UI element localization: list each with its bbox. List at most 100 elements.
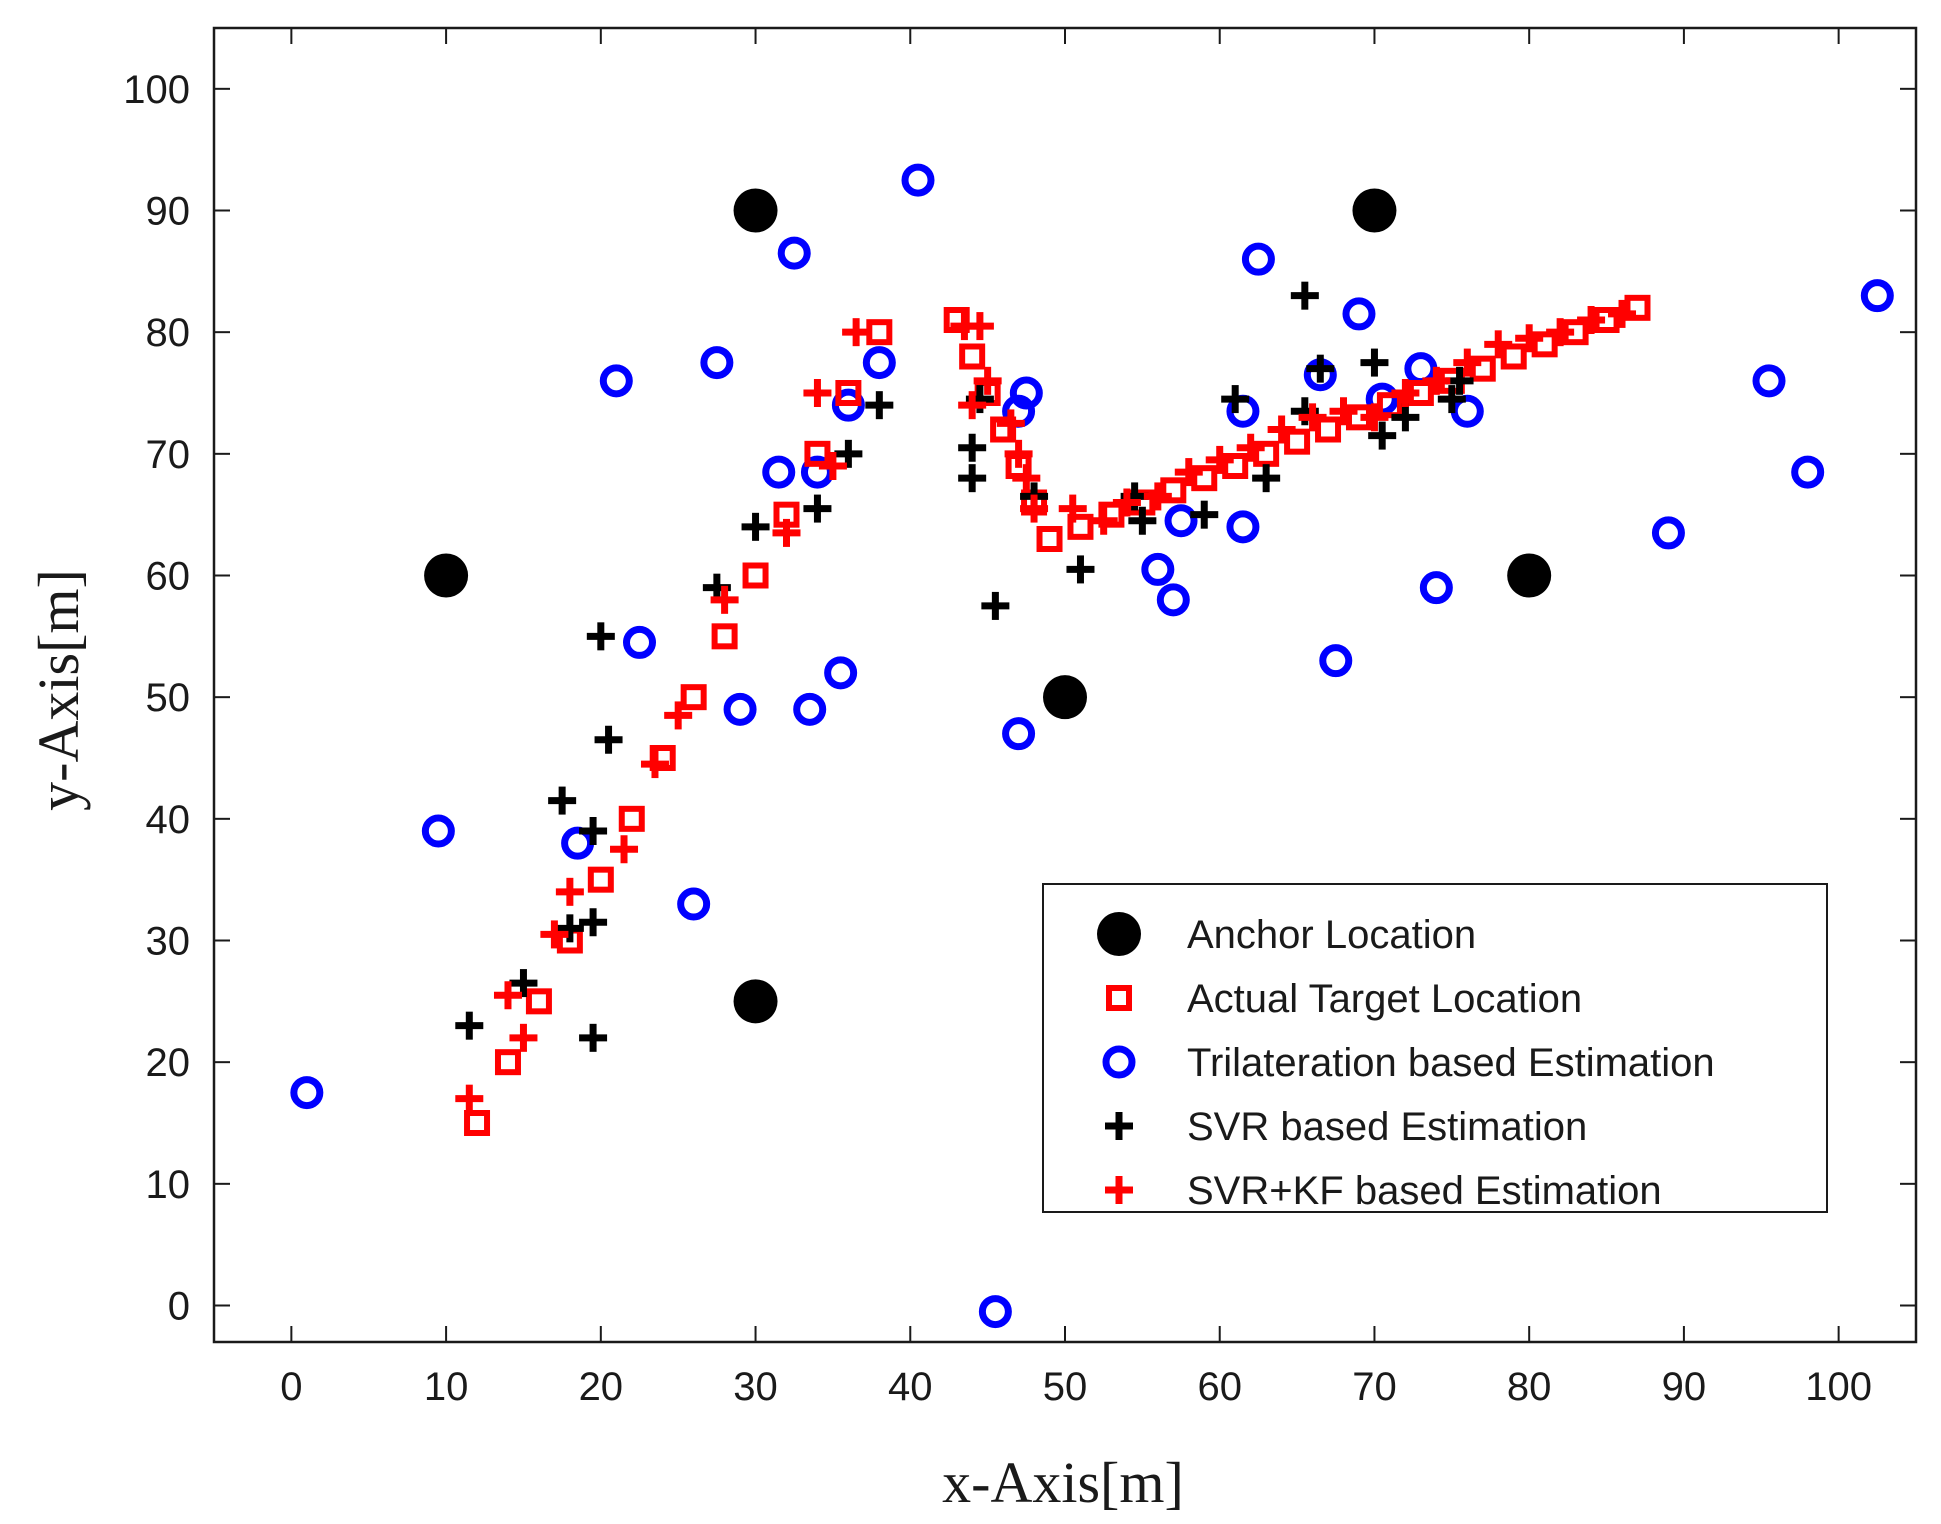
x-tick-label: 60 [1197,1365,1242,1409]
point-svr-kf-based-estimation [1608,299,1637,328]
series-anchor-location [424,188,1552,1024]
x-tick-label: 30 [733,1365,778,1409]
point-svr-based-estimation [803,494,832,523]
point-actual-target-location [1191,465,1218,492]
point-trilateration-based-estimation [762,455,796,489]
point-svr-kf-based-estimation [803,379,832,407]
point-actual-target-location [804,440,831,467]
point-trilateration-based-estimation [290,1076,324,1110]
point-actual-target-location [680,684,707,711]
point-trilateration-based-estimation [1791,455,1825,489]
point-svr-kf-based-estimation [1546,318,1575,347]
point-trilateration-based-estimation [862,346,896,380]
point-svr-based-estimation [1437,385,1466,414]
point-svr-kf-based-estimation [1453,348,1482,377]
legend-item-anchor-location: Anchor Location [1097,912,1476,957]
point-trilateration-based-estimation [1241,242,1275,276]
point-trilateration-based-estimation [1009,376,1043,410]
point-svr-kf-based-estimation [1004,439,1033,468]
point-svr-kf-based-estimation [1089,506,1118,535]
point-svr-kf-based-estimation [710,585,739,614]
point-svr-based-estimation [455,1011,484,1040]
point-svr-kf-based-estimation [509,1023,538,1052]
point-trilateration-based-estimation [1860,279,1894,313]
legend-item-trilateration-based-estimation: Trilateration based Estimation [1102,1041,1715,1085]
point-svr-based-estimation [579,908,608,937]
y-tick-label: 70 [146,433,191,477]
point-svr-kf-based-estimation [996,409,1025,438]
point-actual-target-location [618,805,645,832]
point-svr-based-estimation [555,914,584,943]
point-trilateration-based-estimation [1342,297,1376,331]
point-svr-kf-based-estimation [1329,397,1358,426]
y-tick-label: 60 [146,555,191,599]
point-trilateration-based-estimation [1319,644,1353,678]
point-anchor-location [1043,675,1087,720]
point-svr-kf-based-estimation [1205,445,1234,474]
point-svr-based-estimation [548,786,577,815]
point-svr-based-estimation [958,464,987,493]
point-svr-based-estimation [981,591,1010,620]
point-trilateration-based-estimation [421,814,455,848]
point-svr-based-estimation [1252,464,1281,493]
x-tick-label: 50 [1043,1365,1088,1409]
point-svr-based-estimation [579,817,608,845]
y-tick-label: 80 [146,311,191,355]
point-actual-target-location [959,343,986,370]
legend-marker [1106,985,1132,1011]
point-actual-target-location [1500,343,1527,370]
point-anchor-location [1352,188,1397,233]
legend-label: SVR+KF based Estimation [1187,1169,1662,1213]
point-svr-based-estimation [1391,403,1420,432]
point-svr-based-estimation [1368,421,1397,450]
point-actual-target-location [835,380,862,406]
point-svr-kf-based-estimation [1298,403,1327,432]
point-anchor-location [733,188,778,233]
point-svr-kf-based-estimation [772,518,801,547]
point-svr-kf-based-estimation [842,318,871,347]
point-svr-kf-based-estimation [1012,464,1041,493]
legend-marker [1097,912,1141,956]
point-anchor-location [1507,553,1552,598]
point-actual-target-location [494,1049,521,1076]
point-trilateration-based-estimation [1651,516,1685,550]
y-tick-label: 30 [146,920,191,964]
point-actual-target-location [1036,526,1063,552]
point-actual-target-location [525,988,552,1015]
point-anchor-location [424,553,469,598]
y-tick-label: 0 [168,1285,190,1329]
y-axis-tick-labels: 0 10 20 30 40 50 60 70 80 90 100 [123,68,190,1329]
point-svr-based-estimation [1128,506,1157,535]
point-svr-based-estimation [1306,354,1335,383]
point-svr-based-estimation [509,969,538,998]
y-tick-label: 20 [146,1041,191,1085]
point-svr-based-estimation [741,512,770,541]
point-svr-kf-based-estimation [1267,415,1296,444]
point-actual-target-location [1376,392,1403,419]
point-svr-based-estimation [865,391,894,420]
point-trilateration-based-estimation [599,364,633,398]
point-svr-kf-based-estimation [455,1084,484,1113]
point-svr-based-estimation [594,725,623,754]
point-svr-kf-based-estimation [1577,306,1606,334]
point-svr-based-estimation [1066,555,1095,584]
point-trilateration-based-estimation [1164,504,1198,538]
point-svr-kf-based-estimation [555,877,584,906]
point-trilateration-based-estimation [723,692,757,726]
point-svr-kf-based-estimation [540,920,569,949]
point-trilateration-based-estimation [1752,364,1786,398]
point-svr-kf-based-estimation [1174,458,1203,487]
legend-label: SVR based Estimation [1187,1105,1587,1149]
legend: Anchor Location Actual Target Location Tri… [1042,883,1828,1213]
point-trilateration-based-estimation [623,625,656,659]
point-svr-based-estimation [1360,348,1389,377]
x-axis-ticks [290,28,1840,1342]
point-actual-target-location [1222,453,1249,479]
x-tick-label: 90 [1662,1365,1707,1409]
series-svr-kf-based-estimation [455,299,1637,1113]
x-tick-label: 10 [424,1365,469,1409]
x-tick-label: 80 [1507,1365,1552,1409]
point-anchor-location [733,979,778,1024]
point-trilateration-based-estimation [1141,552,1175,586]
